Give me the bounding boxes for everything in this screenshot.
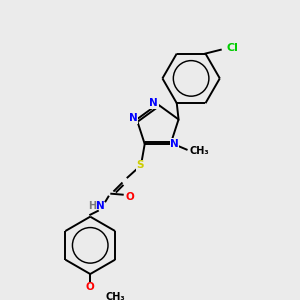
Text: H: H bbox=[88, 201, 96, 211]
Text: CH₃: CH₃ bbox=[106, 292, 125, 300]
Text: S: S bbox=[136, 160, 144, 170]
Text: CH₃: CH₃ bbox=[190, 146, 209, 155]
Text: N: N bbox=[128, 113, 137, 124]
Text: N: N bbox=[96, 201, 105, 211]
Text: O: O bbox=[125, 192, 134, 202]
Text: Cl: Cl bbox=[226, 43, 238, 53]
Text: N: N bbox=[170, 139, 179, 149]
Text: O: O bbox=[86, 282, 94, 292]
Text: N: N bbox=[149, 98, 158, 108]
